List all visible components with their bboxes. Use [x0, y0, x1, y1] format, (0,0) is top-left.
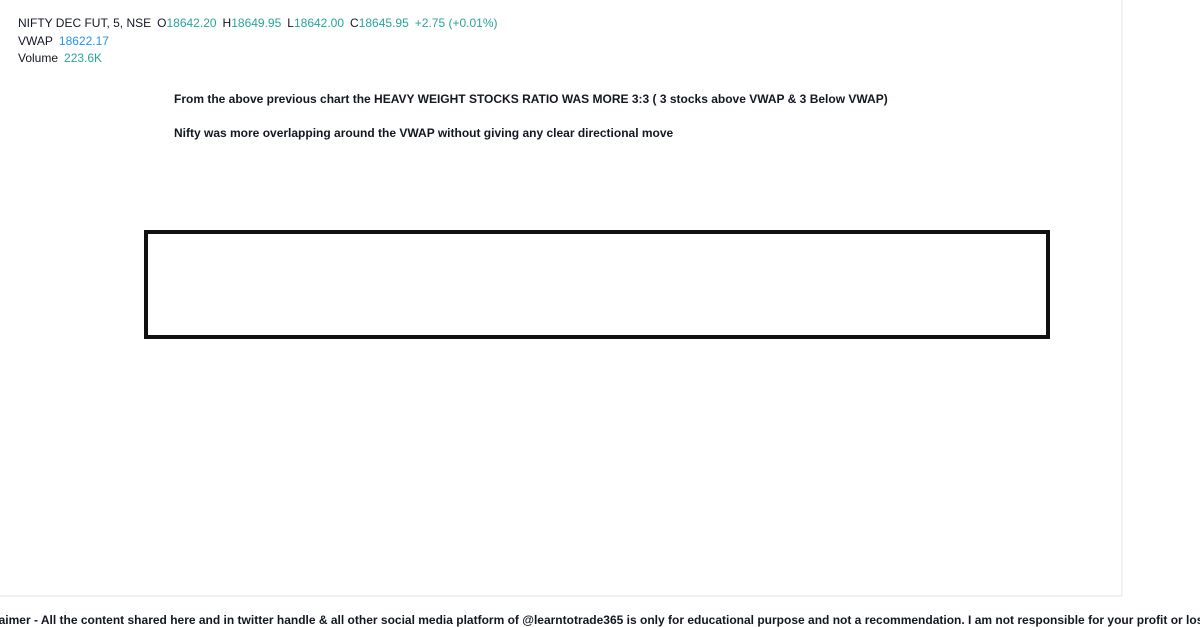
- disclaimer: Disclaimer - All the content shared here…: [0, 613, 1200, 627]
- legend-prefix: L: [287, 16, 294, 30]
- legend-prefix: O: [157, 16, 166, 30]
- legend-symbol: NIFTY DEC FUT, 5, NSE: [18, 16, 151, 30]
- legend-ohlc: NIFTY DEC FUT, 5, NSE O18642.20 H18649.95 L…: [18, 16, 498, 30]
- legend-vwap: VWAP 18622.17: [18, 34, 109, 48]
- legend-value: 18642.00: [294, 16, 344, 30]
- legend-volume-name: Volume: [18, 51, 58, 65]
- legend-volume-value: 223.6K: [64, 51, 102, 65]
- legend-vwap-name: VWAP: [18, 34, 53, 48]
- range-box: [144, 230, 1050, 339]
- legend-change: +2.75 (+0.01%): [415, 16, 498, 30]
- legend-value: 18649.95: [231, 16, 281, 30]
- annotation: From the above previous chart the HEAVY …: [174, 92, 888, 106]
- annotation: Nifty was more overlapping around the VW…: [174, 126, 674, 140]
- legend: NIFTY DEC FUT, 5, NSE O18642.20 H18649.95 L…: [18, 16, 498, 65]
- legend-value: 18642.20: [166, 16, 216, 30]
- legend-prefix: H: [223, 16, 232, 30]
- legend-prefix: C: [350, 16, 359, 30]
- legend-volume: Volume 223.6K: [18, 51, 102, 65]
- legend-vwap-value: 18622.17: [59, 34, 109, 48]
- legend-value: 18645.95: [359, 16, 409, 30]
